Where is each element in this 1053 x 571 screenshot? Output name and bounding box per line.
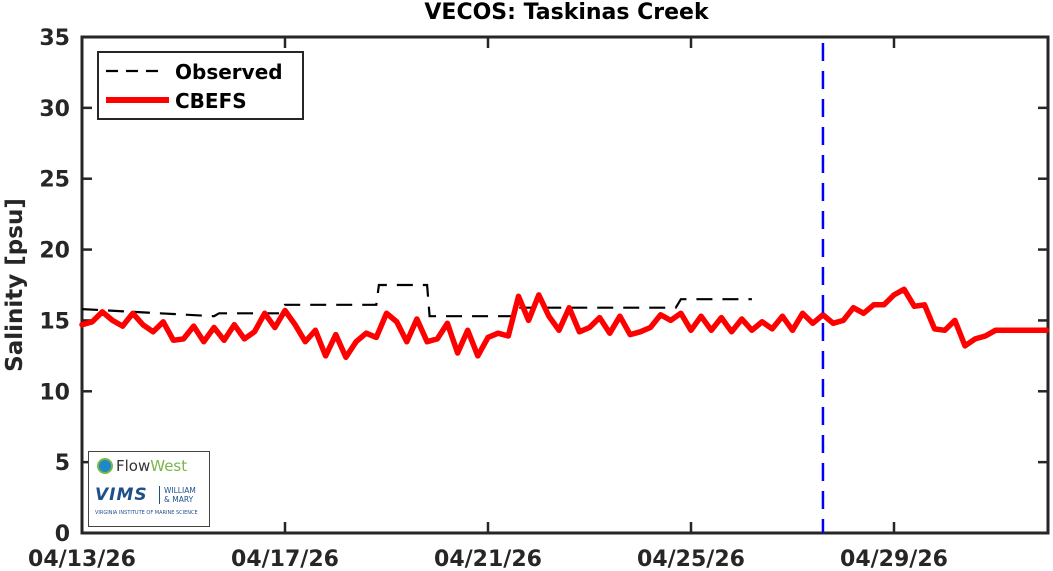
sponsor-logos: FlowWest VIMS WILLIAM & MARY VIRGINIA IN…: [88, 451, 210, 527]
y-axis-label: Salinity [psu]: [2, 198, 28, 372]
x-tick-label: 04/25/26: [637, 547, 745, 571]
x-tick-label: 04/17/26: [231, 547, 339, 571]
x-tick-label: 04/29/26: [840, 547, 948, 571]
vims-subtitle: VIRGINIA INSTITUTE OF MARINE SCIENCE: [95, 510, 198, 516]
chart-title: VECOS: Taskinas Creek: [424, 0, 709, 25]
axes-box: [80, 35, 1050, 535]
legend-cbefs-label: CBEFS: [175, 89, 247, 113]
series-observed: [81, 283, 752, 318]
flowwest-logo: FlowWest: [97, 457, 187, 475]
y-tick-label: 0: [55, 522, 70, 547]
y-tick-label: 25: [39, 168, 70, 193]
x-tick-label: 04/21/26: [434, 547, 542, 571]
flowwest-emblem-icon: [97, 458, 113, 474]
vims-logo: VIMS: [95, 485, 148, 505]
william-mary-logo: WILLIAM & MARY: [159, 486, 196, 504]
y-tick-label: 15: [39, 309, 70, 334]
legend-box: [97, 51, 304, 120]
x-tick-label: 04/13/26: [28, 547, 136, 571]
series-cbefs: [79, 286, 1050, 361]
y-tick-label: 10: [39, 380, 70, 405]
legend-observed-label: Observed: [175, 60, 283, 84]
y-tick-label: 5: [55, 451, 70, 476]
y-tick-label: 35: [39, 26, 70, 51]
y-tick-label: 20: [39, 239, 70, 264]
y-tick-label: 30: [39, 97, 70, 122]
